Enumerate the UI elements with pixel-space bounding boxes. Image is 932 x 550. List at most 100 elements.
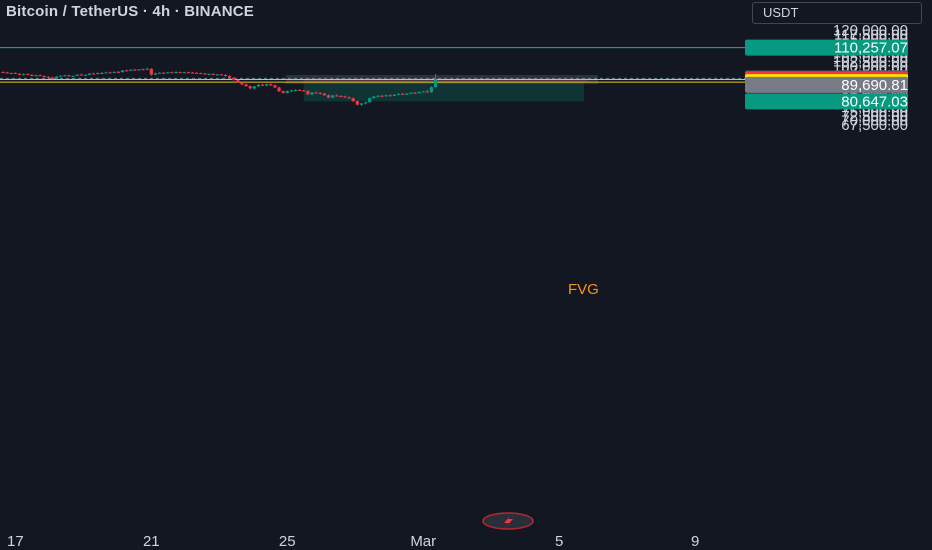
candle-body [343,96,347,98]
candle-body [376,95,380,97]
price-badges: 110,257.0793,292.5392,838.0501:11:2992,6… [745,39,908,110]
candle-body [71,75,75,77]
lightning-logo-icon[interactable] [482,512,534,530]
candle-body [339,95,343,97]
candle-body [293,89,298,91]
candle-body [186,72,190,74]
candle-body [388,95,392,97]
candle-body [223,74,228,77]
candle-body [260,84,265,86]
candle-body [314,92,318,94]
price-tick-label: 67,500.00 [841,117,908,134]
candle-body [59,75,63,77]
candle-body [157,72,162,74]
candle-body [207,73,211,75]
candle-body [392,94,396,96]
candle-body [409,92,413,94]
price-tick-label: 70,000.00 [841,113,908,130]
currency-selector[interactable]: USDT [752,2,922,24]
candle-body [17,73,22,75]
candle-body [178,72,182,74]
candle-body [252,86,256,89]
price-tick-label: 102,500.00 [833,54,908,71]
candle-body [174,72,178,74]
candle-body [248,86,252,89]
candle-body [405,93,409,95]
candle-body [92,73,96,75]
candle-body [1,72,5,74]
candle-body [269,84,273,86]
candle-body [50,77,55,79]
candle-body [326,95,331,98]
chart-title: Bitcoin / TetherUS · 4h · BINANCE [6,3,254,20]
price-badge-text: 80,647.03 [841,93,908,110]
candle-body [116,71,120,73]
candle-body [244,84,248,87]
candle-body [310,92,314,95]
candle-body [199,73,203,75]
candle-body [355,101,359,105]
candle-body [145,68,149,70]
candle-body [38,75,42,77]
candle-body [153,73,158,75]
candle-body [318,92,322,94]
candle-body [417,91,421,94]
candle-body [22,73,26,75]
time-tick-label: Mar [410,533,436,550]
candle-body [273,85,277,88]
price-tick-label: 117,500.00 [834,27,908,44]
candle-body [137,69,141,71]
candle-body [277,87,281,92]
candle-body [335,95,339,97]
price-badge [745,39,908,56]
candle-body [236,80,240,83]
candle-body [396,93,401,95]
candle-body [149,68,153,75]
candle-body [306,90,310,95]
candle-body [368,98,372,103]
candle-body [232,77,236,81]
candle-body [256,84,261,87]
candle-body [125,70,129,72]
candle-body [170,72,174,74]
time-tick-label: 25 [279,533,296,550]
candle-body [5,72,9,74]
candle-body [203,73,207,75]
candle-body [129,69,133,71]
candle-body [34,75,38,77]
candle-body [265,84,269,86]
candle-body [331,95,335,98]
candle-body [363,102,368,104]
candle-body [289,90,293,92]
candle-body [380,95,384,97]
candle-body [215,74,219,76]
candle-body [162,72,166,74]
candle-body [96,72,100,75]
time-tick-label: 9 [691,533,699,550]
candle-body [141,69,145,71]
candle-body [42,76,46,78]
candle-body [413,92,417,94]
candle-body [190,72,195,74]
candle-body [347,97,351,99]
candle-body [104,72,108,74]
candle-body [120,70,125,73]
candle-body [372,96,376,99]
candle-body [87,73,92,75]
candle-body [281,91,285,93]
price-badge-text: 110,257.07 [834,40,908,57]
candle-body [421,91,425,93]
candle-body [79,74,83,76]
target-zone [303,82,584,102]
time-axis[interactable]: 17 21 25 Mar 5 9 [7,533,699,550]
price-tick-label: 120,000.00 [833,22,908,39]
candle-body [54,76,59,79]
candle-body [298,89,302,91]
fvg-label: FVG [568,281,599,298]
candle-body [219,74,223,76]
fvg-zone [303,78,589,83]
candle-body [285,91,289,93]
candle-body [108,72,112,74]
candle-body [211,73,215,75]
